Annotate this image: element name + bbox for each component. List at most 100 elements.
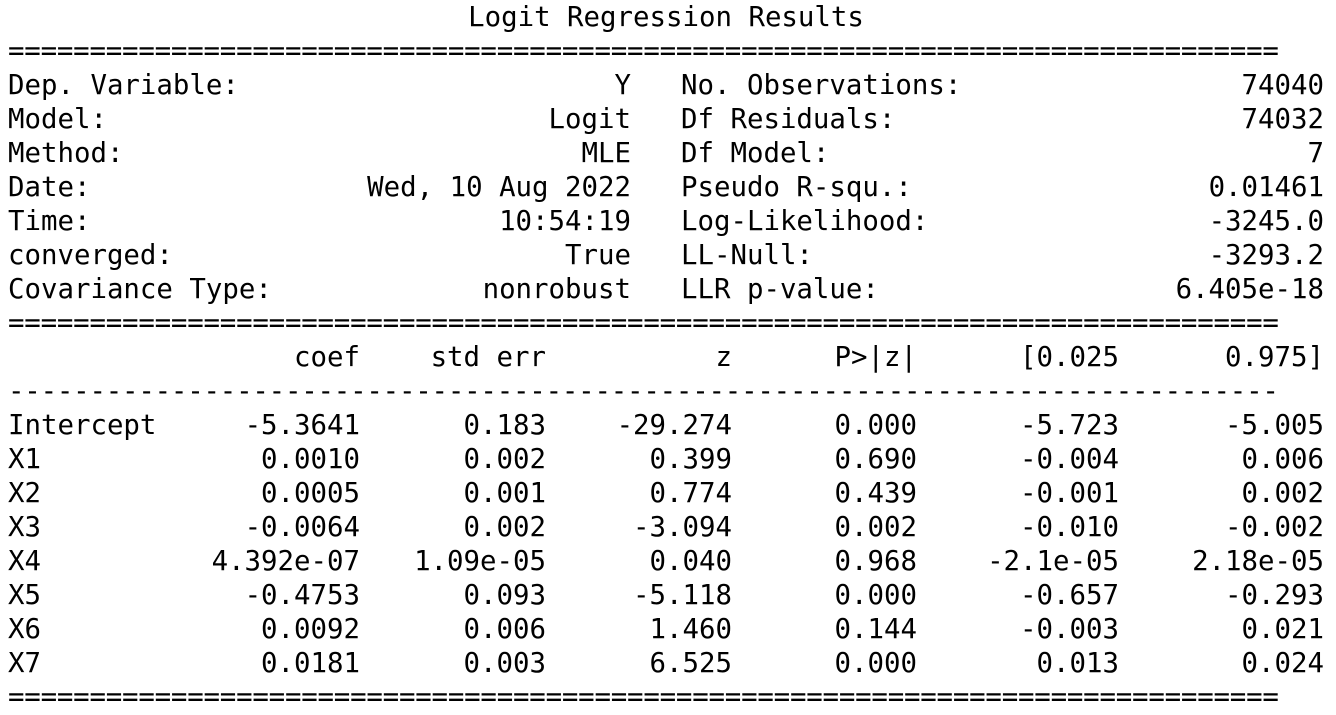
cell-coef: 0.0181 [261, 648, 360, 679]
cell-z: 6.525 [649, 648, 732, 679]
cell-std-err: 1.09e-05 [414, 546, 546, 577]
table-row: X1 0.0010 0.002 0.399 0.690 -0.004 0.006 [8, 443, 1324, 477]
cell-ci-upper: 0.024 [1241, 648, 1324, 679]
cell-p-value: 0.002 [834, 512, 917, 543]
info-stat-value: 7 [1307, 138, 1325, 169]
info-row: Method: MLE Df Model: 7 [8, 137, 1324, 171]
cell-coef: 4.392e-07 [211, 546, 360, 577]
column-header-std-err: std err [430, 342, 546, 373]
variable-name: X1 [8, 444, 41, 475]
single-rule: ----------------------------------------… [8, 376, 1279, 407]
table-row: X3 -0.0064 0.002 -3.094 0.002 -0.010 -0.002 [8, 511, 1324, 545]
info-stat-label: No. Observations: [681, 70, 962, 101]
cell-ci-upper: 0.002 [1241, 478, 1324, 509]
cell-p-value: 0.000 [834, 648, 917, 679]
info-label: Covariance Type: [8, 274, 272, 305]
info-stat-label: Log-Likelihood: [681, 206, 929, 237]
cell-z: -29.274 [616, 410, 732, 441]
cell-ci-upper: -0.293 [1225, 580, 1324, 611]
cell-coef: -0.4753 [244, 580, 360, 611]
cell-ci-upper: -0.002 [1225, 512, 1324, 543]
info-stat-label: Df Model: [681, 138, 830, 169]
info-value: True [565, 240, 631, 271]
cell-ci-lower: -5.723 [1020, 410, 1119, 441]
table-row: X6 0.0092 0.006 1.460 0.144 -0.003 0.021 [8, 613, 1324, 647]
column-header-ci-upper: 0.975] [1225, 342, 1324, 373]
info-stat-label: Pseudo R-squ.: [681, 172, 912, 203]
cell-ci-lower: -0.010 [1020, 512, 1119, 543]
table-row: Intercept -5.3641 0.183 -29.274 0.000 -5.723 -… [8, 409, 1324, 443]
coef-table-header: coef std err z P>|z| [0.025 0.975] [8, 341, 1324, 375]
info-row: Date: Wed, 10 Aug 2022 Pseudo R-squ.: 0.014… [8, 171, 1324, 205]
column-header-coef: coef [294, 342, 360, 373]
variable-name: X5 [8, 580, 41, 611]
info-value: Wed, 10 Aug 2022 [367, 172, 631, 203]
cell-z: 0.399 [649, 444, 732, 475]
cell-p-value: 0.439 [834, 478, 917, 509]
variable-name: X7 [8, 648, 41, 679]
cell-z: 1.460 [649, 614, 732, 645]
info-label: Method: [8, 138, 124, 169]
model-info-block: Dep. Variable: Y No. Observations: 74040 Mod… [8, 69, 1324, 307]
regression-summary: Logit Regression Results ===============… [8, 1, 1324, 715]
cell-ci-lower: -0.003 [1020, 614, 1119, 645]
variable-name: Intercept [8, 410, 157, 441]
info-stat-value: 74040 [1241, 70, 1324, 101]
info-row: converged: True LL-Null: -3293.2 [8, 239, 1324, 273]
cell-coef: -5.3641 [244, 410, 360, 441]
cell-coef: 0.0092 [261, 614, 360, 645]
cell-ci-lower: -0.004 [1020, 444, 1119, 475]
table-row: X7 0.0181 0.003 6.525 0.000 0.013 0.024 [8, 647, 1324, 681]
cell-ci-upper: -5.005 [1225, 410, 1324, 441]
table-row: X4 4.392e-07 1.09e-05 0.040 0.968 -2.1e-05 2.1… [8, 545, 1324, 579]
cell-p-value: 0.144 [834, 614, 917, 645]
variable-name: X2 [8, 478, 41, 509]
cell-std-err: 0.001 [463, 478, 546, 509]
cell-z: -5.118 [633, 580, 732, 611]
cell-ci-lower: -2.1e-05 [987, 546, 1119, 577]
column-header-ci-lower: [0.025 [1020, 342, 1119, 373]
cell-coef: 0.0010 [261, 444, 360, 475]
info-row: Dep. Variable: Y No. Observations: 74040 [8, 69, 1324, 103]
cell-z: 0.040 [649, 546, 732, 577]
info-stat-label: Df Residuals: [681, 104, 896, 135]
info-stat-label: LLR p-value: [681, 274, 879, 305]
cell-ci-upper: 0.006 [1241, 444, 1324, 475]
info-stat-label: LL-Null: [681, 240, 813, 271]
info-stat-value: 0.01461 [1208, 172, 1324, 203]
cell-std-err: 0.003 [463, 648, 546, 679]
cell-z: 0.774 [649, 478, 732, 509]
info-value: MLE [581, 138, 631, 169]
info-label: Time: [8, 206, 91, 237]
info-stat-value: -3245.0 [1208, 206, 1324, 237]
cell-p-value: 0.000 [834, 410, 917, 441]
info-stat-value: 74032 [1241, 104, 1324, 135]
variable-name: X3 [8, 512, 41, 543]
info-label: Model: [8, 104, 107, 135]
table-row: X5 -0.4753 0.093 -5.118 0.000 -0.657 -0.293 [8, 579, 1324, 613]
info-label: Date: [8, 172, 91, 203]
cell-p-value: 0.690 [834, 444, 917, 475]
info-value: 10:54:19 [499, 206, 631, 237]
info-value: Logit [548, 104, 631, 135]
column-header-z: z [715, 342, 733, 373]
cell-std-err: 0.093 [463, 580, 546, 611]
info-value: nonrobust [482, 274, 631, 305]
cell-std-err: 0.002 [463, 444, 546, 475]
cell-std-err: 0.002 [463, 512, 546, 543]
cell-ci-lower: -0.657 [1020, 580, 1119, 611]
info-row: Time: 10:54:19 Log-Likelihood: -3245.0 [8, 205, 1324, 239]
cell-ci-upper: 0.021 [1241, 614, 1324, 645]
info-stat-value: 6.405e-18 [1175, 274, 1324, 305]
coef-table-body: Intercept -5.3641 0.183 -29.274 0.000 -5.723-… [8, 409, 1324, 681]
cell-ci-lower: 0.013 [1036, 648, 1119, 679]
double-rule-top: ========================================… [8, 36, 1279, 67]
column-header-p-value: P>|z| [834, 342, 917, 373]
cell-ci-upper: 2.18e-05 [1192, 546, 1324, 577]
double-rule-bottom: ========================================… [8, 682, 1279, 713]
info-value: Y [614, 70, 632, 101]
cell-p-value: 0.968 [834, 546, 917, 577]
cell-coef: -0.0064 [244, 512, 360, 543]
double-rule-middle: ========================================… [8, 308, 1279, 339]
cell-std-err: 0.006 [463, 614, 546, 645]
